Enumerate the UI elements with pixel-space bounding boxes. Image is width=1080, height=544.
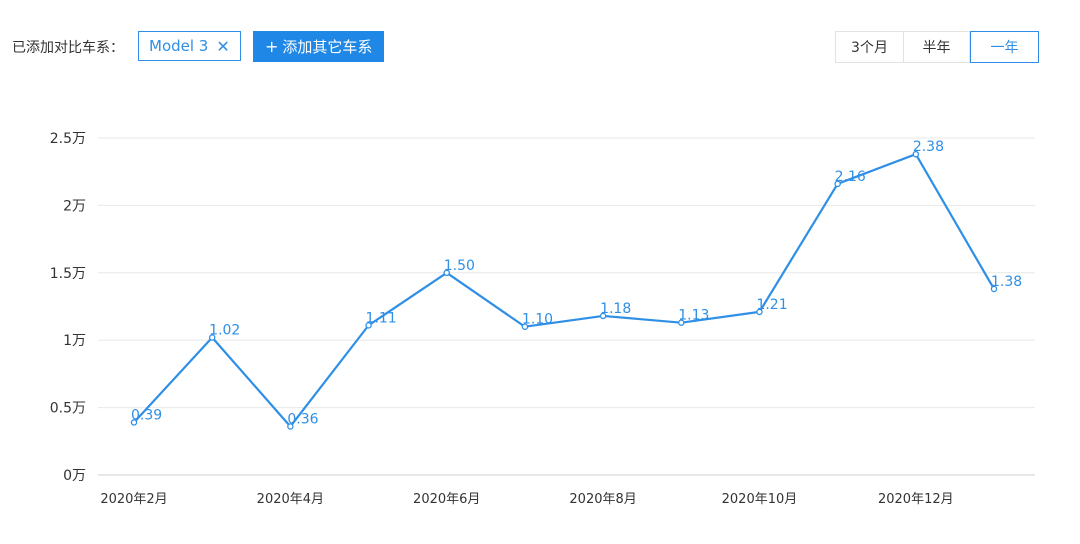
data-point	[756, 308, 763, 316]
data-point	[287, 423, 294, 430]
add-series-label: 添加其它车系	[282, 38, 373, 56]
data-point	[834, 180, 841, 188]
compare-label: 已添加对比车系：	[12, 40, 124, 56]
data-label: 1.38	[991, 274, 1022, 290]
close-icon[interactable]: ✕	[216, 36, 230, 56]
time-range-selector: 3个月 半年 一年	[835, 31, 1039, 63]
x-tick-label: 2020年2月	[100, 492, 167, 507]
data-point	[443, 269, 450, 277]
data-point	[990, 285, 998, 293]
data-label: 2.16	[835, 169, 866, 185]
data-point	[599, 312, 607, 320]
data-point	[365, 322, 372, 329]
data-label: 1.18	[600, 301, 631, 317]
y-tick-label: 2.5万	[50, 131, 86, 147]
range-half-year-button[interactable]: 半年	[904, 31, 970, 63]
x-tick-label: 2020年12月	[878, 492, 954, 507]
y-tick-label: 1万	[63, 333, 86, 349]
selected-series-tag[interactable]: Model 3 ✕	[138, 31, 241, 61]
add-series-button[interactable]: + 添加其它车系	[253, 31, 385, 62]
data-label: 0.39	[131, 407, 162, 423]
data-label: 1.10	[522, 312, 553, 328]
x-tick-label: 2020年8月	[569, 492, 636, 507]
data-point	[912, 150, 920, 158]
data-label: 1.21	[756, 297, 787, 313]
data-point	[208, 334, 216, 341]
data-label: 1.11	[366, 310, 397, 326]
x-tick-label: 2020年6月	[413, 492, 480, 507]
data-label: 1.13	[678, 308, 709, 324]
range-one-year-button[interactable]: 一年	[970, 31, 1039, 63]
x-tick-label: 2020年4月	[257, 492, 324, 507]
y-tick-label: 1.5万	[50, 266, 86, 282]
data-label: 1.02	[209, 323, 240, 339]
data-label: 0.36	[287, 411, 318, 427]
y-tick-label: 0万	[63, 468, 86, 484]
range-3-months-button[interactable]: 3个月	[835, 31, 904, 63]
data-point	[678, 319, 685, 326]
series-line	[133, 153, 995, 428]
data-point	[521, 323, 529, 330]
plus-icon: +	[265, 37, 279, 56]
y-tick-label: 0.5万	[50, 401, 86, 417]
data-label: 1.50	[444, 258, 475, 274]
x-tick-label: 2020年10月	[722, 492, 798, 507]
data-label: 2.38	[913, 139, 944, 155]
y-tick-label: 2万	[63, 198, 86, 214]
selected-series-label: Model 3	[149, 37, 209, 55]
data-point	[130, 419, 138, 426]
